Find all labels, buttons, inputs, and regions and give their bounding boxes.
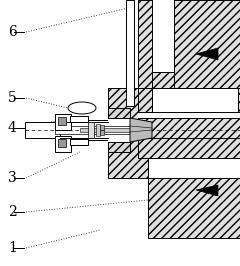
Bar — [55, 126, 135, 134]
Polygon shape — [108, 140, 148, 178]
Bar — [148, 158, 240, 238]
Bar — [88, 122, 94, 138]
Bar — [96, 124, 100, 136]
Polygon shape — [130, 118, 152, 142]
Bar — [138, 112, 240, 118]
Bar — [108, 118, 130, 142]
Bar — [80, 128, 148, 132]
Polygon shape — [108, 108, 130, 152]
Bar — [58, 117, 66, 125]
Bar — [152, 88, 238, 112]
Text: 4: 4 — [8, 121, 17, 135]
Bar — [58, 139, 66, 147]
Bar — [70, 139, 88, 145]
Polygon shape — [108, 88, 138, 138]
Text: 6: 6 — [8, 25, 17, 39]
Bar — [100, 130, 104, 135]
Bar — [152, 0, 174, 72]
Bar — [55, 114, 71, 130]
Bar — [55, 120, 120, 140]
Bar — [152, 72, 174, 88]
Bar — [55, 136, 71, 152]
Text: 2: 2 — [8, 205, 17, 219]
Text: 3: 3 — [8, 171, 17, 185]
Polygon shape — [196, 185, 218, 196]
Bar — [126, 0, 134, 106]
Bar — [148, 158, 240, 178]
Bar — [25, 122, 60, 138]
Ellipse shape — [68, 102, 96, 114]
Bar — [138, 88, 240, 146]
Bar — [138, 138, 240, 158]
Bar — [70, 116, 88, 122]
Bar — [138, 0, 240, 88]
Text: 1: 1 — [8, 241, 17, 255]
Polygon shape — [196, 48, 218, 60]
Bar — [100, 125, 104, 130]
Text: 5: 5 — [8, 91, 17, 105]
